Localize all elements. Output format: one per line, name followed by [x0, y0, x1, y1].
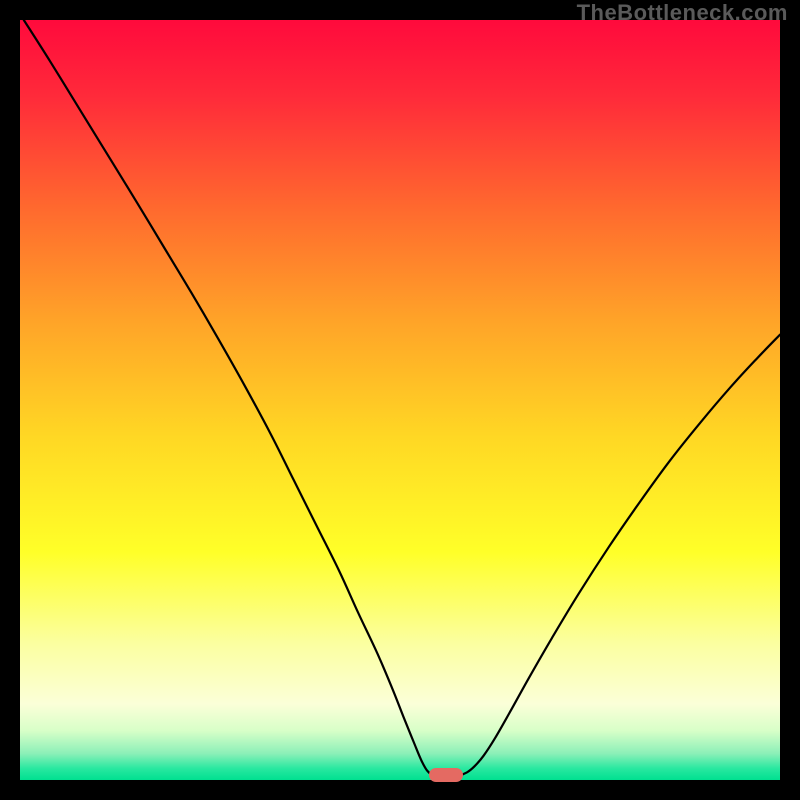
bottleneck-curve — [20, 20, 780, 780]
watermark-text: TheBottleneck.com — [577, 0, 788, 26]
plot-area — [20, 20, 780, 780]
optimum-marker — [429, 768, 463, 782]
chart-container: TheBottleneck.com — [0, 0, 800, 800]
